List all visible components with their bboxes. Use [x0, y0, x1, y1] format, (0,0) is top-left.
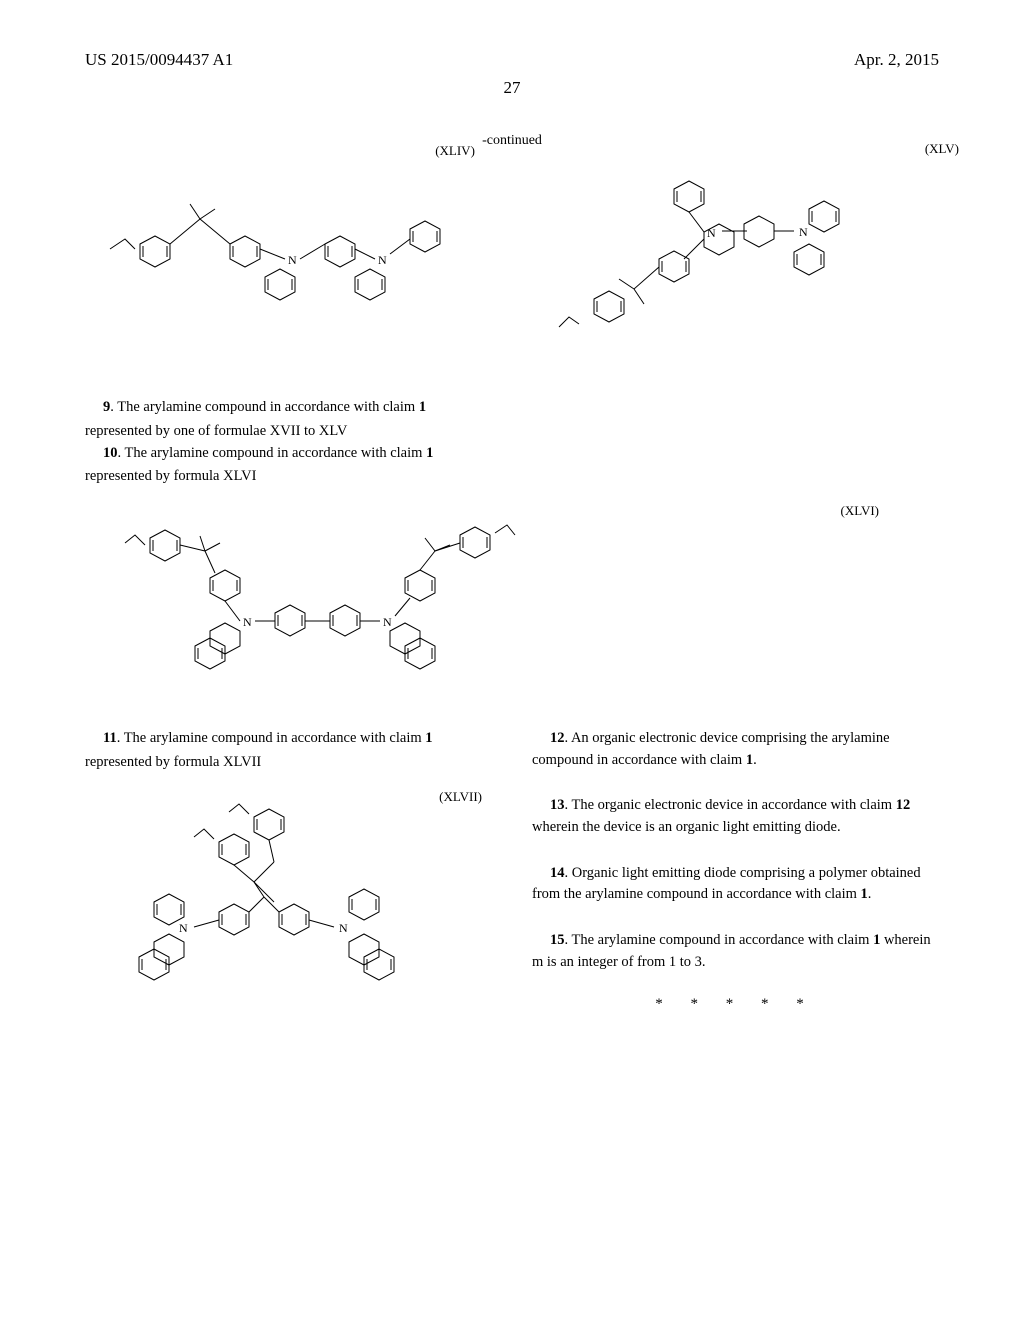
two-column-section: 11. The arylamine compound in accordance…: [85, 728, 939, 1050]
structure-xlv: N N: [544, 159, 924, 359]
claim-9: 9. The arylamine compound in accordance …: [85, 397, 939, 419]
claim-10-cont: represented by formula XLVI: [85, 466, 939, 488]
page-number: 27: [85, 78, 939, 98]
svg-text:N: N: [179, 921, 188, 935]
formula-xliv: (XLIV) N N: [85, 151, 495, 347]
claim-12-end: .: [753, 752, 757, 768]
claim-9-ref: 1: [419, 399, 426, 415]
left-column: 11. The arylamine compound in accordance…: [85, 728, 492, 1050]
formula-label-xliv: (XLIV): [435, 143, 475, 159]
claim-10-number: 10: [103, 445, 118, 461]
claim-11-text: . The arylamine compound in accordance w…: [117, 730, 426, 746]
svg-text:N: N: [799, 225, 808, 239]
claim-12-ref: 1: [746, 752, 753, 768]
claim-14: 14. Organic light emitting diode compris…: [532, 863, 939, 907]
claim-13-cont: wherein the device is an organic light e…: [532, 819, 841, 835]
claim-15-number: 15: [550, 932, 565, 948]
claim-10: 10. The arylamine compound in accordance…: [85, 443, 939, 465]
svg-text:N: N: [378, 253, 387, 267]
publication-date: Apr. 2, 2015: [854, 50, 939, 70]
claim-13: 13. The organic electronic device in acc…: [532, 795, 939, 839]
claim-11-cont: represented by formula XLVII: [85, 752, 492, 774]
svg-text:N: N: [288, 253, 297, 267]
structure-xlvii: N N: [99, 782, 479, 1042]
claim-11-number: 11: [103, 730, 117, 746]
structure-xliv: N N: [100, 159, 480, 339]
continued-label: -continued: [85, 133, 939, 149]
right-column: 12. An organic electronic device compris…: [532, 728, 939, 1050]
claim-9-cont: represented by one of formulae XVII to X…: [85, 421, 939, 443]
claim-11-ref: 1: [425, 730, 432, 746]
claim-10-text: . The arylamine compound in accordance w…: [118, 445, 427, 461]
claim-9-text: . The arylamine compound in accordance w…: [110, 399, 419, 415]
svg-text:N: N: [339, 921, 348, 935]
formula-xlv: (XLV) N N: [529, 151, 939, 367]
page-header: US 2015/0094437 A1 Apr. 2, 2015: [85, 50, 939, 70]
formula-row-1: (XLIV) N N: [85, 151, 939, 367]
claim-14-ref: 1: [861, 886, 868, 902]
end-stars: * * * * *: [532, 993, 939, 1016]
claim-11: 11. The arylamine compound in accordance…: [85, 728, 492, 750]
claim-13-number: 13: [550, 797, 565, 813]
claim-12: 12. An organic electronic device compris…: [532, 728, 939, 772]
claim-10-ref: 1: [426, 445, 433, 461]
formula-xlvi-block: (XLVI) N N: [85, 503, 939, 703]
claim-15: 15. The arylamine compound in accordance…: [532, 930, 939, 974]
formula-xlvii-block: (XLVII): [85, 782, 492, 1042]
publication-number: US 2015/0094437 A1: [85, 50, 233, 70]
svg-text:N: N: [383, 615, 392, 629]
structure-xlvi: N N: [115, 503, 715, 703]
claim-12-number: 12: [550, 730, 565, 746]
formula-label-xlvii: (XLVII): [439, 787, 482, 807]
claim-14-number: 14: [550, 865, 565, 881]
claim-15-text: . The arylamine compound in accordance w…: [565, 932, 874, 948]
claim-13-text: . The organic electronic device in accor…: [565, 797, 896, 813]
formula-label-xlvi: (XLVI): [840, 503, 879, 519]
svg-text:N: N: [243, 615, 252, 629]
claim-14-end: .: [868, 886, 872, 902]
formula-label-xlv: (XLV): [925, 141, 959, 157]
claim-12-text: . An organic electronic device comprisin…: [532, 730, 890, 768]
claim-9-10-block: 9. The arylamine compound in accordance …: [85, 397, 939, 488]
claim-13-ref: 12: [896, 797, 911, 813]
